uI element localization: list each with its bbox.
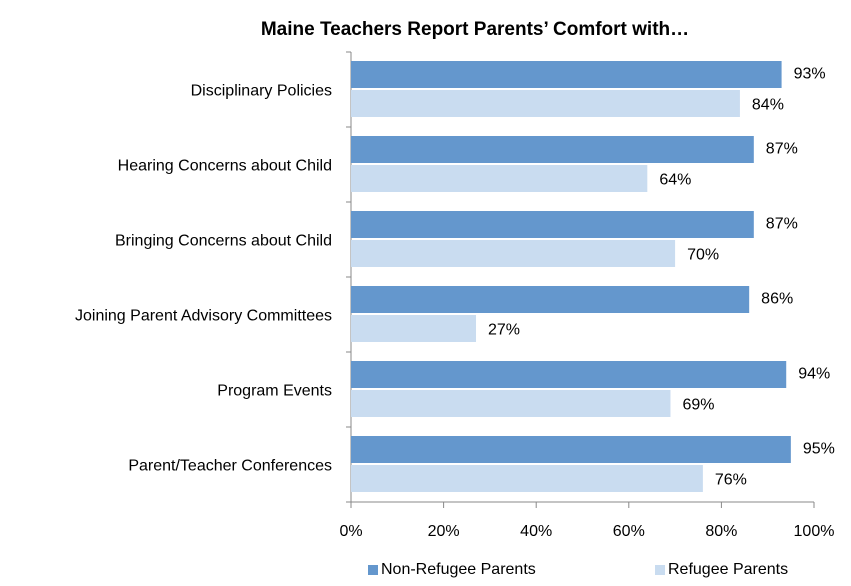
bar	[351, 436, 791, 463]
bar	[351, 165, 648, 192]
x-tick-label: 20%	[428, 523, 460, 540]
bar	[351, 390, 671, 417]
y-tick-label: Joining Parent Advisory Committees	[75, 308, 332, 325]
legend-swatch	[655, 565, 665, 575]
bar	[351, 211, 754, 238]
bar	[351, 90, 740, 117]
y-tick-label: Parent/Teacher Conferences	[128, 458, 332, 475]
y-tick-label: Program Events	[217, 383, 332, 400]
value-label: 64%	[659, 172, 691, 189]
value-label: 94%	[798, 366, 830, 383]
bar	[351, 136, 754, 163]
y-tick-label: Disciplinary Policies	[191, 83, 332, 100]
value-label: 69%	[682, 397, 714, 414]
value-label: 95%	[803, 441, 835, 458]
bar	[351, 61, 782, 88]
value-label: 87%	[766, 141, 798, 158]
chart-title: Maine Teachers Report Parents’ Comfort w…	[261, 19, 689, 40]
bar	[351, 315, 477, 342]
x-tick-label: 0%	[339, 523, 362, 540]
value-label: 87%	[766, 216, 798, 233]
legend-label: Refugee Parents	[668, 561, 788, 578]
legend-label: Non-Refugee Parents	[381, 561, 536, 578]
bar	[351, 240, 676, 267]
value-label: 70%	[687, 247, 719, 264]
x-tick-label: 80%	[705, 523, 737, 540]
bar	[351, 286, 750, 313]
value-label: 93%	[794, 66, 826, 83]
legend-swatch	[368, 565, 378, 575]
y-tick-label: Bringing Concerns about Child	[115, 233, 332, 250]
bar	[351, 465, 703, 492]
x-tick-label: 100%	[794, 523, 835, 540]
value-label: 27%	[488, 322, 520, 339]
y-tick-label: Hearing Concerns about Child	[118, 158, 332, 175]
value-label: 84%	[752, 97, 784, 114]
x-tick-label: 60%	[613, 523, 645, 540]
bar	[351, 361, 787, 388]
value-label: 86%	[761, 291, 793, 308]
value-label: 76%	[715, 472, 747, 489]
x-tick-label: 40%	[520, 523, 552, 540]
